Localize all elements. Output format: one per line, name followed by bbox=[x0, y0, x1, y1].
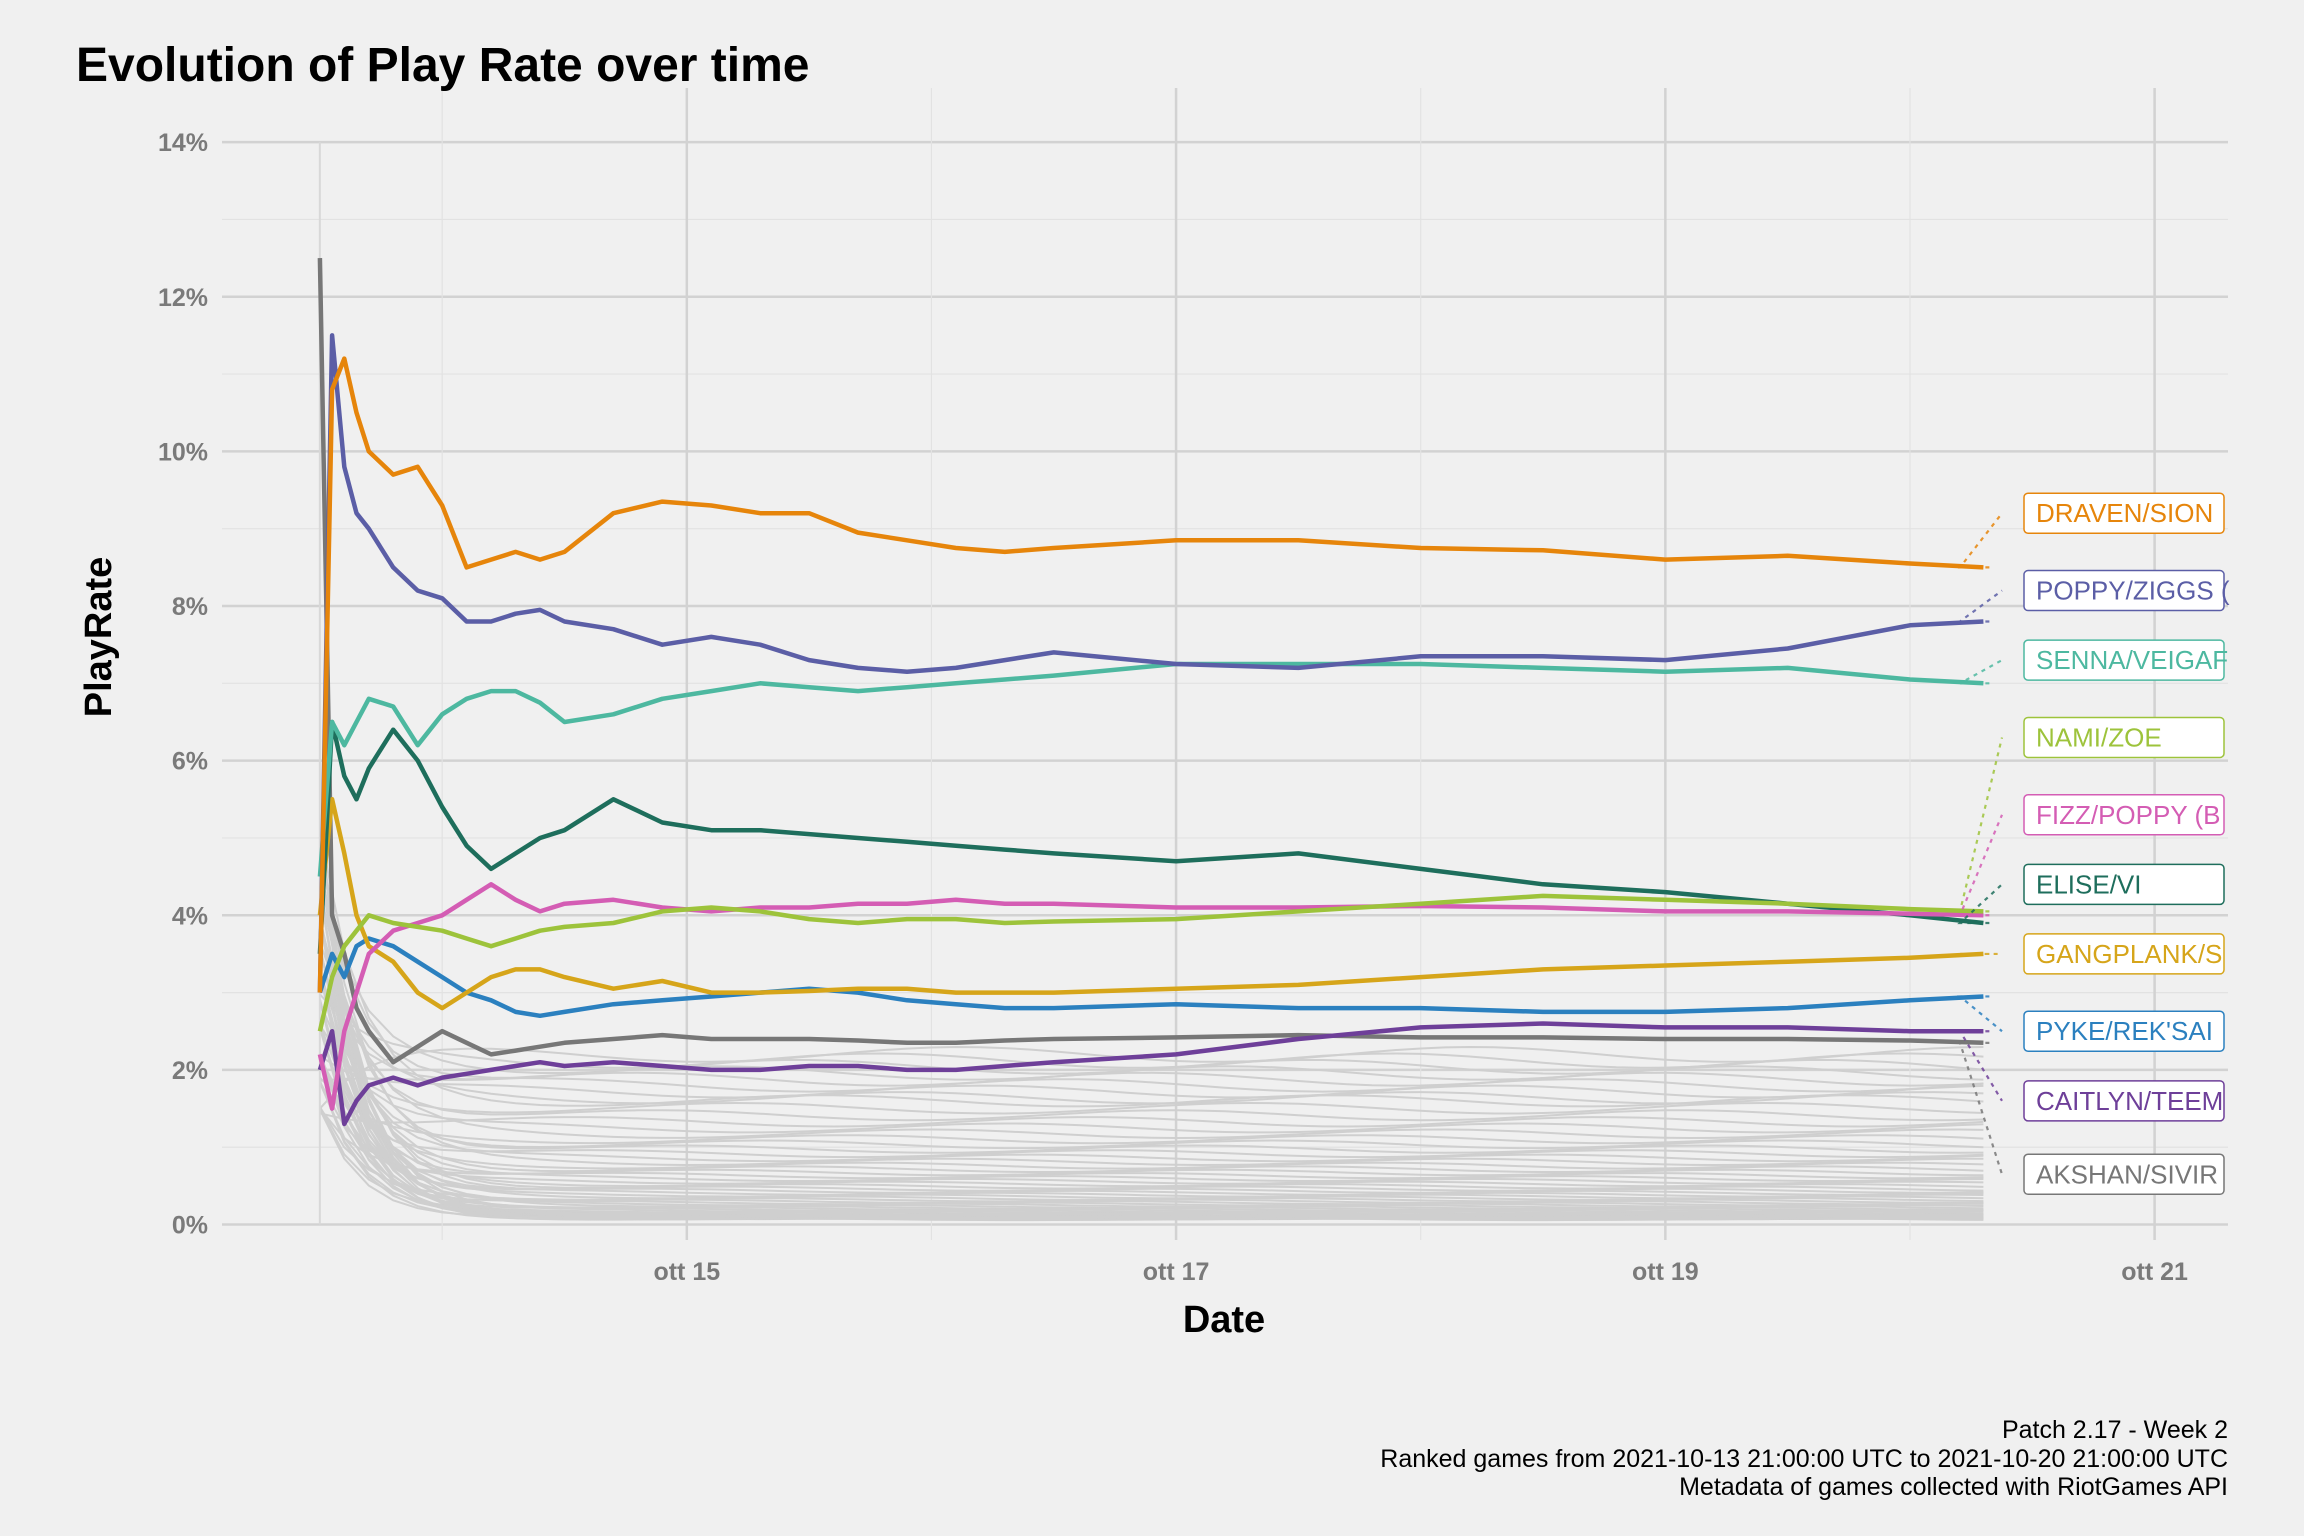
series-label-box bbox=[2023, 1153, 2225, 1196]
background-series-line bbox=[318, 890, 1984, 1140]
y-tick-label: 6% bbox=[172, 748, 208, 776]
label-connectors bbox=[1956, 512, 2004, 1175]
y-tick-label: 0% bbox=[172, 1212, 208, 1240]
background-series-line bbox=[318, 839, 1984, 1196]
series-label: SENNA/VEIGAF bbox=[2036, 645, 2228, 675]
background-series-line bbox=[319, 1112, 1984, 1128]
background-series-line bbox=[319, 1057, 1984, 1159]
series-label: FIZZ/POPPY (B bbox=[2036, 800, 2220, 830]
x-axis-ticks: ott 15 ott 17 ott 19 ott 21 bbox=[653, 1258, 2188, 1286]
series-line bbox=[317, 333, 1984, 993]
background-series-line bbox=[318, 1002, 1984, 1180]
series-connector bbox=[1957, 883, 2003, 925]
series-label: DRAVEN/SION bbox=[2036, 498, 2213, 528]
background-series-line bbox=[318, 921, 1984, 1122]
series-connector bbox=[1957, 512, 2003, 569]
series-line bbox=[317, 1021, 1984, 1127]
background-series-line bbox=[318, 1027, 1984, 1198]
y-axis-title: PlayRate bbox=[78, 557, 120, 718]
y-tick-label: 2% bbox=[172, 1057, 208, 1085]
background-series-line bbox=[318, 948, 1984, 1163]
background-series-line bbox=[318, 865, 1984, 1217]
series-connector bbox=[1956, 589, 2003, 623]
background-series-line bbox=[318, 892, 1984, 1204]
series-line bbox=[317, 882, 1984, 1111]
series-label: GANGPLANK/S bbox=[2036, 939, 2222, 969]
series-line bbox=[317, 797, 1984, 1011]
background-series-line bbox=[318, 973, 1984, 1207]
background-series-line bbox=[318, 865, 1984, 1154]
y-tick-label: 4% bbox=[172, 902, 208, 930]
background-series-line bbox=[318, 1082, 1984, 1206]
background-series-line bbox=[318, 947, 1984, 1194]
series-label: POPPY/ZIGGS ( bbox=[2036, 576, 2230, 606]
background-series-line bbox=[319, 1076, 1984, 1145]
series-line bbox=[317, 356, 1984, 993]
series-label-box bbox=[2023, 863, 2225, 906]
chart-title: Evolution of Play Rate over time bbox=[76, 39, 810, 92]
background-series-line bbox=[319, 1107, 1984, 1177]
x-axis-title: Date bbox=[1183, 1299, 1265, 1341]
background-series-line bbox=[318, 870, 1984, 1093]
background-series-line bbox=[318, 972, 1984, 1222]
y-tick-label: 12% bbox=[158, 284, 208, 312]
caption-line-3: Metadata of games collected with RiotGam… bbox=[1679, 1473, 2228, 1501]
series-connector bbox=[1958, 814, 2004, 917]
series-connector bbox=[1956, 995, 2003, 1033]
background-series-line bbox=[318, 1028, 1984, 1212]
series-line bbox=[317, 893, 1984, 1032]
series-label: NAMI/ZOE bbox=[2036, 722, 2162, 752]
series-label-box bbox=[2023, 1080, 2225, 1122]
series-line bbox=[317, 661, 1984, 877]
y-axis-ticks: 0% 2% 4% 6% 8% 10% 12% 14% bbox=[158, 129, 208, 1239]
highlight-series bbox=[317, 258, 1984, 1127]
background-series-line bbox=[319, 1024, 1984, 1115]
series-label-box bbox=[2023, 492, 2225, 534]
caption-line-1: Patch 2.17 - Week 2 bbox=[2002, 1416, 2228, 1444]
series-label-box bbox=[2023, 639, 2225, 681]
series-line bbox=[317, 936, 1984, 1019]
background-series bbox=[318, 142, 1984, 1225]
background-series-line bbox=[319, 1055, 1984, 1099]
series-label-box bbox=[2023, 569, 2225, 612]
series-label-box bbox=[2023, 933, 2225, 975]
background-series-line bbox=[318, 894, 1984, 1182]
series-label-box bbox=[2023, 1010, 2225, 1052]
series-label: AKSHAN/SIVIR bbox=[2036, 1159, 2218, 1189]
background-series-line bbox=[318, 1002, 1984, 1134]
caption-line-2: Ranked games from 2021-10-13 21:00:00 UT… bbox=[1380, 1445, 2228, 1473]
series-label-box bbox=[2023, 794, 2225, 836]
y-tick-label: 8% bbox=[172, 593, 208, 621]
series-label-box bbox=[2023, 716, 2225, 759]
background-series-line bbox=[318, 919, 1984, 1213]
series-label: ELISE/VI bbox=[2036, 869, 2142, 899]
series-connector bbox=[1958, 737, 2004, 913]
series-connector bbox=[1958, 1041, 2004, 1175]
series-line bbox=[317, 719, 1984, 955]
background-series-line bbox=[319, 1065, 1984, 1082]
x-tick-label: ott 15 bbox=[653, 1258, 720, 1286]
background-series-line bbox=[319, 1081, 1984, 1185]
background-series-line bbox=[318, 837, 1984, 1167]
series-label: CAITLYN/TEEM bbox=[2036, 1086, 2223, 1116]
x-tick-label: ott 19 bbox=[1632, 1258, 1699, 1286]
background-series-line bbox=[319, 1045, 1984, 1110]
series-connector bbox=[1959, 659, 2003, 685]
series-connector bbox=[1958, 1030, 2003, 1102]
y-tick-label: 14% bbox=[158, 129, 208, 157]
series-line bbox=[317, 258, 1984, 1065]
background-series-line bbox=[318, 970, 1984, 1150]
x-tick-label: ott 17 bbox=[1143, 1258, 1210, 1286]
x-tick-label: ott 21 bbox=[2121, 1258, 2188, 1286]
series-labels: DRAVEN/SION POPPY/ZIGGS ( SENNA/VEIGAF NAMI… bbox=[2023, 492, 2230, 1196]
background-series-line bbox=[318, 832, 1984, 1108]
background-series-line bbox=[319, 977, 1984, 1087]
y-tick-label: 10% bbox=[158, 438, 208, 466]
series-label: PYKE/REK'SAI bbox=[2036, 1016, 2213, 1046]
